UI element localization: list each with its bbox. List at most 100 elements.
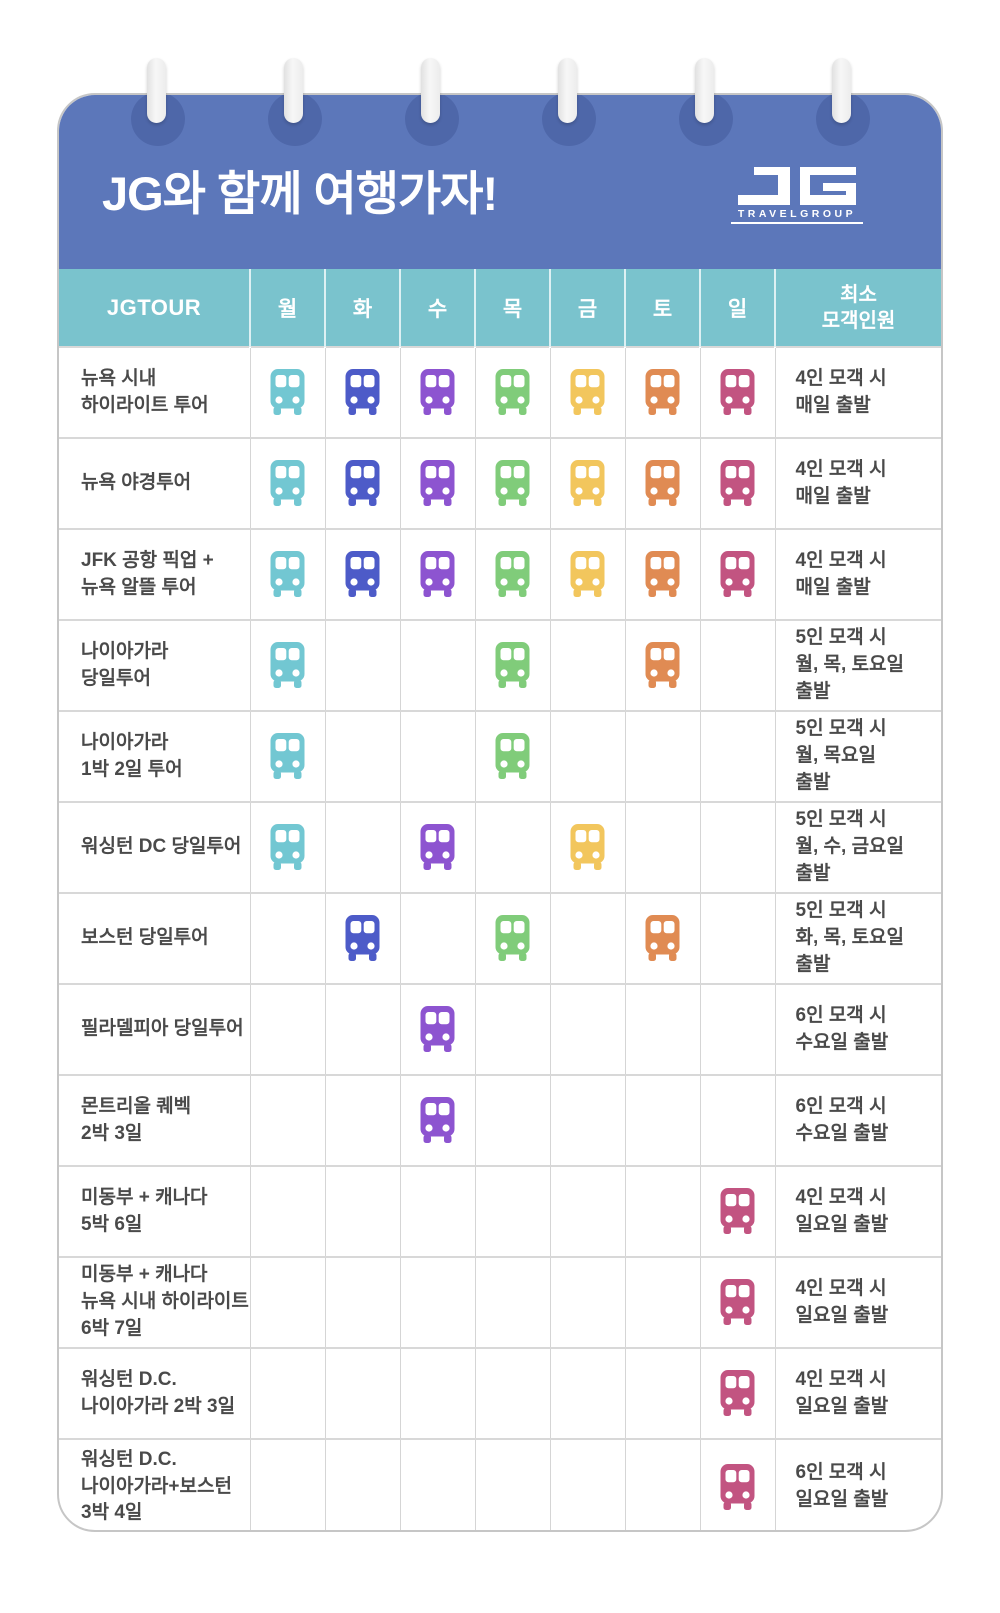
bus-icon xyxy=(570,369,605,415)
binder-ring xyxy=(283,58,303,123)
day-cell-thu xyxy=(475,983,551,1075)
day-cell-sun xyxy=(700,528,776,620)
schedule-card: JG와 함께 여행가자! T xyxy=(57,93,943,1532)
tour-name: 뉴욕 야경투어 xyxy=(59,437,251,529)
table-row: 미동부 + 캐나다 뉴욕 시내 하이라이트 6박 7일 4인 모객 시 일요일 … xyxy=(59,1256,941,1348)
tour-name: 워싱턴 D.C. 나이아가라+보스턴 3박 4일 xyxy=(59,1438,251,1530)
bus-icon xyxy=(570,551,605,597)
day-cell-fri xyxy=(550,1074,626,1166)
day-cell-mon xyxy=(250,528,326,620)
binder-ring xyxy=(694,58,714,123)
min-group-info: 4인 모객 시 일요일 출발 xyxy=(775,1347,941,1439)
column-header-min-group: 최소 모객인원 xyxy=(775,269,941,347)
day-cell-wed xyxy=(400,1165,476,1257)
bus-icon xyxy=(270,824,305,870)
table-row: 몬트리올 퀘벡 2박 3일 6인 모객 시 수요일 출발 xyxy=(59,1074,941,1166)
tour-name: JFK 공항 픽업 + 뉴욕 알뜰 투어 xyxy=(59,528,251,620)
day-cell-tue xyxy=(325,1074,401,1166)
bus-icon xyxy=(645,460,680,506)
tour-schedule-table: JGTOUR 월 화 수 목 금 토 일 최소 모객인원 뉴욕 시내 하이라이트… xyxy=(59,269,941,1530)
table-row: 워싱턴 D.C. 나이아가라 2박 3일 4인 모객 시 일요일 출발 xyxy=(59,1347,941,1439)
bus-icon xyxy=(420,824,455,870)
day-cell-fri xyxy=(550,1438,626,1530)
day-cell-sat xyxy=(625,1074,701,1166)
table-row: 나이아가라 당일투어 5인 모객 시 월, 목, 토요일 출발 xyxy=(59,619,941,711)
day-cell-fri xyxy=(550,346,626,438)
day-cell-mon xyxy=(250,619,326,711)
day-cell-mon xyxy=(250,346,326,438)
day-cell-wed xyxy=(400,710,476,802)
day-cell-tue xyxy=(325,983,401,1075)
day-cell-tue xyxy=(325,1165,401,1257)
table-row: 필라델피아 당일투어 6인 모객 시 수요일 출발 xyxy=(59,983,941,1075)
day-cell-thu xyxy=(475,892,551,984)
bus-icon xyxy=(570,460,605,506)
bus-icon xyxy=(720,1370,755,1416)
bus-icon xyxy=(420,369,455,415)
day-cell-wed xyxy=(400,346,476,438)
bus-icon xyxy=(420,551,455,597)
day-cell-sun xyxy=(700,1074,776,1166)
tour-name: 뉴욕 시내 하이라이트 투어 xyxy=(59,346,251,438)
column-header-thu: 목 xyxy=(475,269,551,347)
day-cell-tue xyxy=(325,528,401,620)
binder-ring xyxy=(420,58,440,123)
day-cell-wed xyxy=(400,1074,476,1166)
day-cell-sun xyxy=(700,983,776,1075)
day-cell-sun xyxy=(700,1438,776,1530)
day-cell-tue xyxy=(325,1438,401,1530)
day-cell-tue xyxy=(325,892,401,984)
table-row: 워싱턴 DC 당일투어 5인 모객 시 월, 수, 금요일 출발 xyxy=(59,801,941,893)
day-cell-thu xyxy=(475,619,551,711)
jg-travelgroup-logo: TRAVELGROUP xyxy=(731,167,863,224)
day-cell-thu xyxy=(475,1438,551,1530)
day-cell-fri xyxy=(550,528,626,620)
page-title: JG와 함께 여행가자! xyxy=(102,167,498,220)
tour-name: 워싱턴 DC 당일투어 xyxy=(59,801,251,893)
day-cell-thu xyxy=(475,1165,551,1257)
tour-name: 몬트리올 퀘벡 2박 3일 xyxy=(59,1074,251,1166)
bus-icon xyxy=(420,460,455,506)
day-cell-sun xyxy=(700,346,776,438)
day-cell-tue xyxy=(325,437,401,529)
day-cell-thu xyxy=(475,1347,551,1439)
day-cell-fri xyxy=(550,1256,626,1348)
day-cell-sat xyxy=(625,619,701,711)
column-header-wed: 수 xyxy=(400,269,476,347)
day-cell-sat xyxy=(625,710,701,802)
day-cell-sat xyxy=(625,1347,701,1439)
bus-icon xyxy=(270,551,305,597)
min-group-info: 5인 모객 시 월, 목, 토요일 출발 xyxy=(775,619,941,711)
bus-icon xyxy=(720,1188,755,1234)
day-cell-mon xyxy=(250,1165,326,1257)
day-cell-thu xyxy=(475,437,551,529)
bus-icon xyxy=(420,1097,455,1143)
day-cell-mon xyxy=(250,1347,326,1439)
day-cell-mon xyxy=(250,710,326,802)
table-row: 워싱턴 D.C. 나이아가라+보스턴 3박 4일 6인 모객 시 일요일 출발 xyxy=(59,1438,941,1530)
day-cell-tue xyxy=(325,619,401,711)
bus-icon xyxy=(495,642,530,688)
bus-icon xyxy=(645,915,680,961)
tour-name: 나이아가라 1박 2일 투어 xyxy=(59,710,251,802)
bus-icon xyxy=(720,1463,755,1510)
column-header-mon: 월 xyxy=(250,269,326,347)
column-header-tue: 화 xyxy=(325,269,401,347)
bus-icon xyxy=(270,369,305,415)
day-cell-sat xyxy=(625,1438,701,1530)
day-cell-mon xyxy=(250,1256,326,1348)
day-cell-thu xyxy=(475,710,551,802)
table-row: 뉴욕 야경투어 4인 모객 시 매일 출발 xyxy=(59,437,941,529)
bus-icon xyxy=(270,733,305,779)
day-cell-thu xyxy=(475,528,551,620)
day-cell-sun xyxy=(700,619,776,711)
bus-icon xyxy=(720,1279,755,1325)
day-cell-wed xyxy=(400,983,476,1075)
day-cell-sun xyxy=(700,1347,776,1439)
min-group-info: 4인 모객 시 일요일 출발 xyxy=(775,1165,941,1257)
tour-name: 미동부 + 캐나다 5박 6일 xyxy=(59,1165,251,1257)
bus-icon xyxy=(420,1006,455,1052)
tour-name: 나이아가라 당일투어 xyxy=(59,619,251,711)
day-cell-wed xyxy=(400,1256,476,1348)
binder-ring xyxy=(557,58,577,123)
